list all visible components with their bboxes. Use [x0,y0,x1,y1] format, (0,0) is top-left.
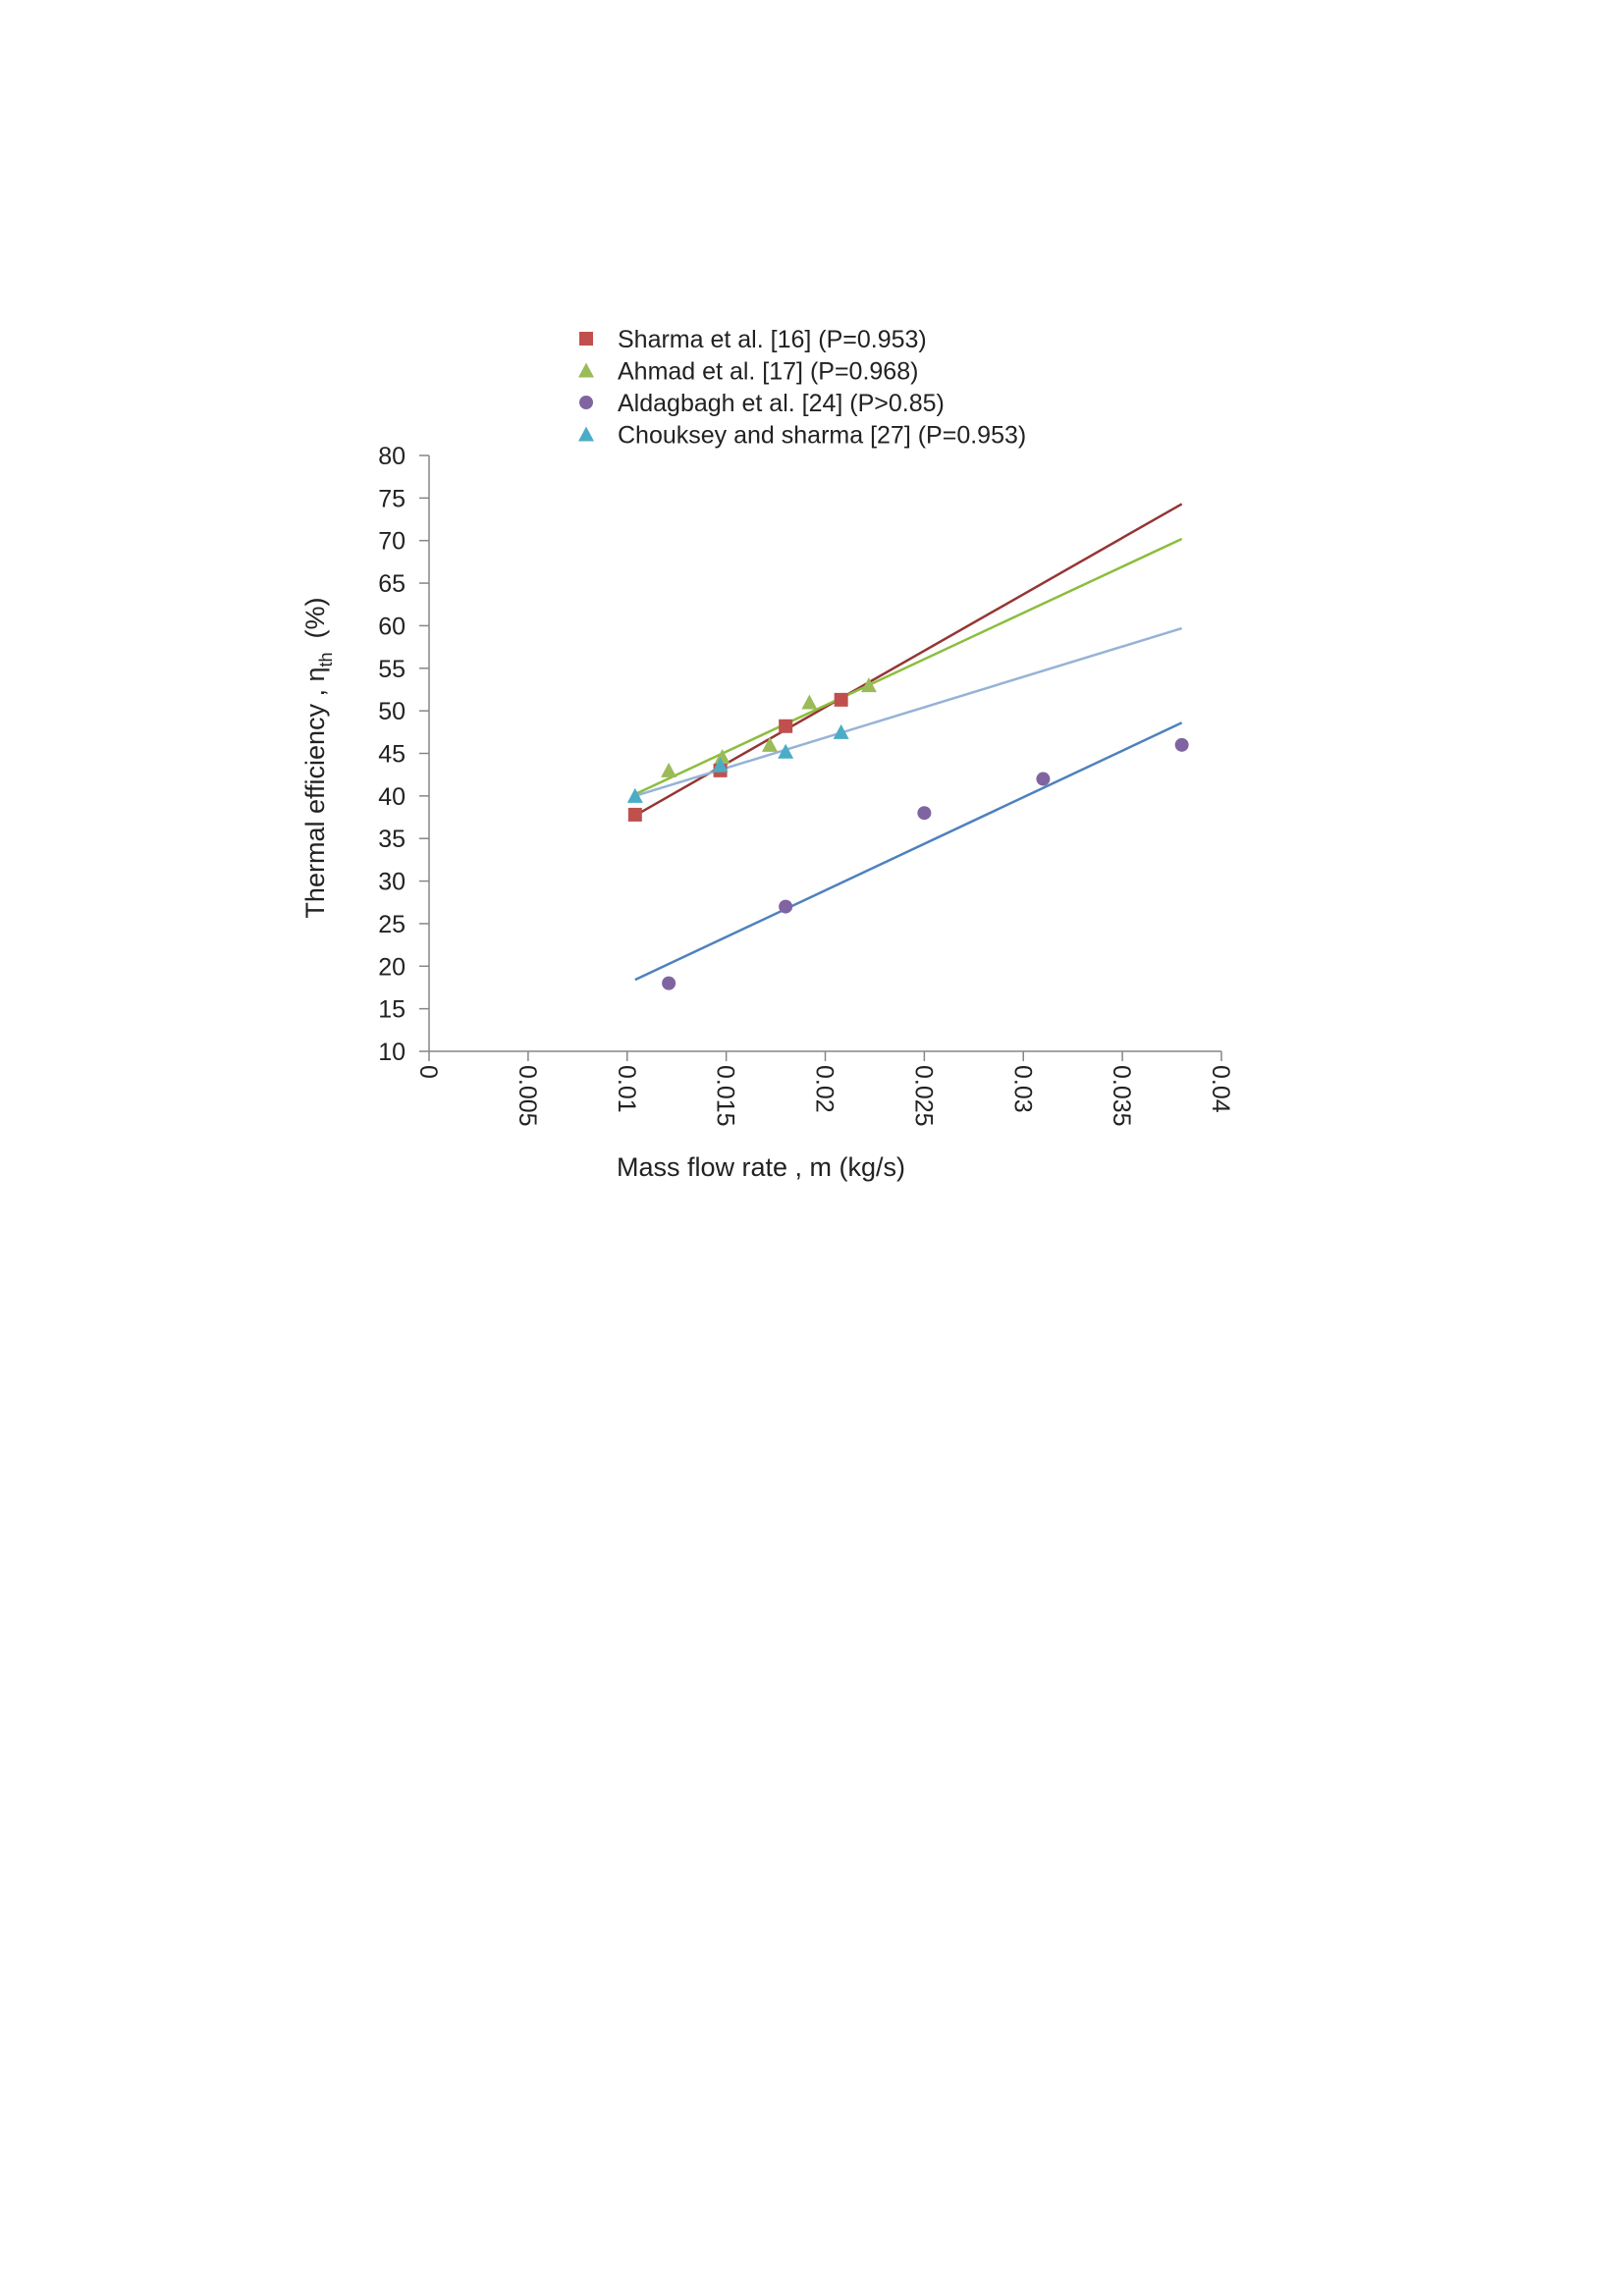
data-point-series-1 [627,807,642,822]
legend-label-series-3: Aldagbagh et al. [24] (P>0.85) [618,390,945,417]
y-tick-label: 70 [378,528,406,556]
scatter-chart: Sharma et al. [16] (P=0.953) Ahmad et al.… [300,326,1234,1182]
y-tick-label: 65 [378,570,406,598]
x-tick-label: 0.015 [712,1065,739,1127]
data-point-series-2 [714,748,731,764]
y-tick-label: 60 [378,613,406,640]
data-point-series-2 [661,762,677,777]
y-axis-ticks: 10 15 20 25 30 35 40 45 50 55 60 65 70 75 80 [378,443,429,1066]
y-tick-label: 30 [378,869,406,896]
chart-container: Sharma et al. [16] (P=0.953) Ahmad et al.… [300,326,1234,1182]
data-point-series-4 [778,743,794,759]
legend-marker-series-1 [579,332,593,346]
legend-label-series-1: Sharma et al. [16] (P=0.953) [618,326,927,353]
trendline-series-3 [634,721,1183,982]
legend-label-series-4: Chouksey and sharma [27] (P=0.953) [618,422,1026,450]
legend-label-series-2: Ahmad et al. [17] (P=0.968) [618,358,918,386]
legend-marker-series-2 [578,362,594,378]
axes: 10 15 20 25 30 35 40 45 50 55 60 65 70 75 80 0 0.005 0.0… [378,443,1234,1127]
trendline-series-2 [634,537,1183,796]
x-axis-ticks: 0 0.005 0.01 0.015 0.02 0.025 0.03 0.035 0.04 [414,1051,1234,1127]
data-point-series-1 [834,692,848,707]
data-point-series-1 [779,719,793,733]
y-tick-label: 80 [378,443,406,470]
y-tick-label: 25 [378,911,406,938]
data-point-series-3 [662,976,677,990]
y-tick-label: 75 [378,485,406,512]
x-tick-label: 0.005 [514,1065,541,1127]
data-point-series-4 [712,757,729,773]
data-point-series-2 [762,736,779,752]
x-axis-label: Mass flow rate , m (kg/s) [617,1152,905,1182]
data-point-series-4 [626,787,643,803]
data-point-series-3 [1174,737,1189,752]
y-tick-label: 10 [378,1039,406,1066]
y-tick-label: 40 [378,783,406,811]
data-markers [626,677,1189,990]
x-tick-label: 0.02 [811,1065,839,1113]
legend: Sharma et al. [16] (P=0.953) Ahmad et al.… [578,326,1026,450]
x-tick-label: 0.035 [1108,1065,1135,1127]
y-tick-label: 45 [378,741,406,769]
data-point-series-2 [860,677,877,693]
data-point-series-2 [801,694,818,710]
x-tick-label: 0 [414,1065,442,1079]
legend-marker-series-4 [578,426,594,442]
y-axis-label: Thermal efficiency , ηth (%) [300,597,336,918]
y-tick-label: 15 [378,996,406,1024]
y-tick-label: 35 [378,826,406,853]
y-tick-label: 50 [378,698,406,725]
x-tick-label: 0.01 [613,1065,640,1113]
y-axis-label-main: Thermal efficiency , η [300,667,330,918]
x-tick-label: 0.03 [1008,1065,1036,1113]
y-tick-label: 55 [378,656,406,683]
data-point-series-3 [917,806,932,821]
y-tick-label: 20 [378,953,406,981]
legend-marker-series-3 [579,396,593,409]
data-point-series-3 [779,899,793,914]
data-point-series-3 [1036,772,1051,786]
trendlines [634,503,1183,982]
y-axis-label-subscript: th [316,652,336,667]
y-axis-label-unit: (%) [300,597,330,638]
x-tick-label: 0.04 [1207,1065,1234,1113]
data-point-series-4 [833,723,849,739]
x-tick-label: 0.025 [909,1065,937,1127]
